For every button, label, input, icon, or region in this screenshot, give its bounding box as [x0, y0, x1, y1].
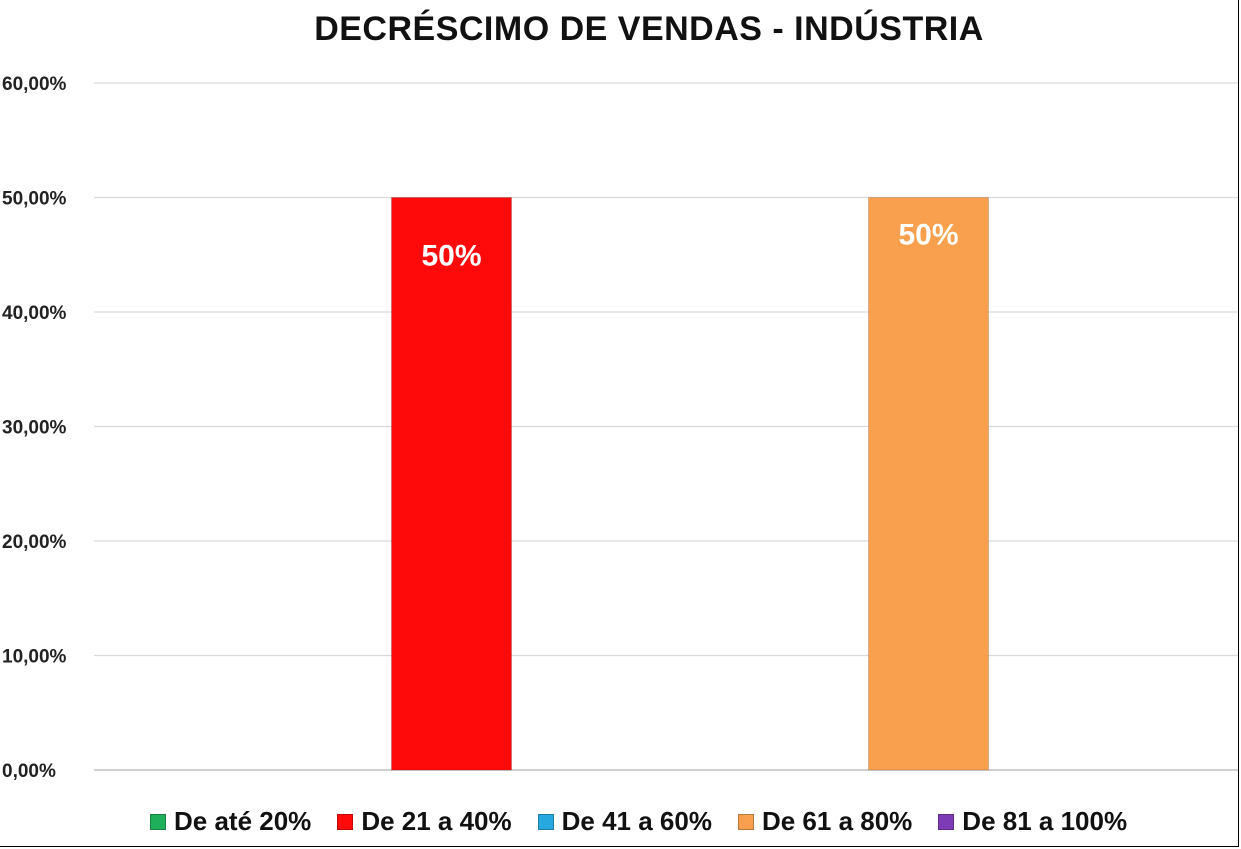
legend-swatch — [337, 813, 354, 830]
legend-swatch — [938, 813, 955, 830]
y-tick-label: 60,00% — [2, 74, 67, 95]
y-tick-label: 10,00% — [2, 647, 67, 668]
chart-title: DECRÉSCIMO DE VENDAS - INDÚSTRIA — [314, 10, 984, 48]
legend-label: De 41 a 60% — [561, 806, 712, 836]
legend-item: De até 20% — [150, 806, 311, 837]
legend-label: De até 20% — [174, 806, 312, 836]
legend-item: De 41 a 60% — [537, 806, 712, 837]
legend-item: De 21 a 40% — [337, 806, 512, 837]
legend-label: De 81 a 100% — [962, 806, 1128, 836]
bar — [868, 197, 989, 771]
bar-chart: 0,00% 10,00% 20,00% 30,00% 40,00% 50,00% 60,00… — [2, 74, 1238, 782]
bar-data-label: 50% — [898, 219, 958, 252]
bar — [391, 197, 512, 771]
legend-swatch — [150, 813, 166, 830]
legend-label: De 61 a 80% — [761, 806, 913, 836]
y-tick-label: 40,00% — [2, 303, 67, 324]
y-tick-label: 20,00% — [2, 532, 67, 553]
bar-data-label: 50% — [421, 240, 481, 273]
chart-legend: De até 20% De 21 a 40% De 41 a 60% De 61 a … — [150, 806, 1127, 837]
y-tick-label: 50,00% — [2, 189, 67, 210]
legend-item: De 81 a 100% — [938, 806, 1127, 837]
legend-item: De 61 a 80% — [737, 806, 913, 837]
y-tick-label: 30,00% — [2, 418, 67, 439]
legend-swatch — [737, 813, 754, 830]
legend-swatch — [537, 813, 554, 830]
legend-label: De 21 a 40% — [361, 806, 512, 836]
y-tick-label: 0,00% — [2, 761, 56, 782]
